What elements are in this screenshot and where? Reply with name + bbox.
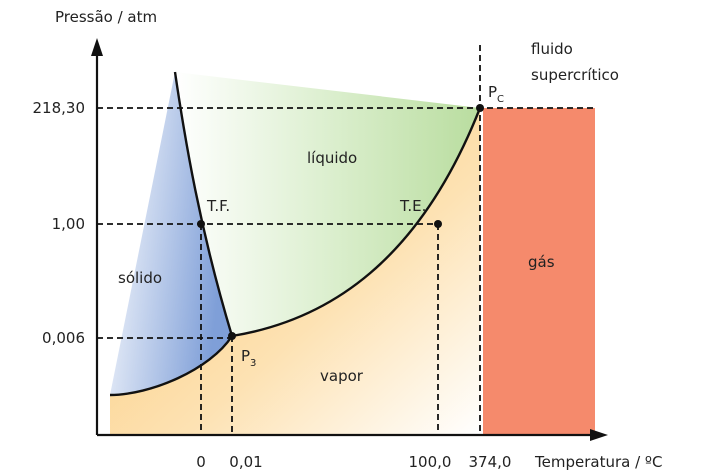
y-tick-label: 218,30	[33, 99, 86, 117]
region-label: sólido	[118, 269, 162, 287]
point	[197, 220, 205, 228]
point-label-main: P	[488, 83, 497, 101]
sublimation-curve	[109, 335, 234, 397]
region-label: vapor	[320, 367, 364, 385]
point	[228, 332, 236, 340]
point-label-sub: 3	[250, 358, 256, 369]
point-label-main: P	[241, 347, 250, 365]
y-tick-label: 1,00	[52, 215, 85, 233]
x-arrow	[590, 429, 608, 441]
x-tick-label: 0	[196, 453, 206, 471]
vaporization-curve	[231, 107, 482, 338]
point-label-sub: C	[497, 94, 504, 105]
guides	[97, 45, 595, 435]
x-axis-label: Temperatura / ºC	[534, 453, 662, 471]
point	[476, 104, 484, 112]
liquid-region	[175, 72, 480, 336]
region-label: líquido	[307, 149, 357, 167]
point-label: T.E.	[399, 197, 426, 215]
point-label: T.F.	[206, 197, 230, 215]
gas-region	[483, 108, 595, 435]
region-label: gás	[528, 253, 555, 271]
vapor-region	[110, 108, 480, 435]
axes	[91, 38, 608, 441]
point-label: P3	[241, 347, 256, 369]
y-axis-label: Pressão / atm	[55, 8, 157, 26]
y-tick-label: 0,006	[42, 329, 85, 347]
point	[434, 220, 442, 228]
supercritical-label: fluido	[531, 40, 573, 58]
x-tick-label: 374,0	[469, 453, 512, 471]
point-label: PC	[488, 83, 504, 105]
supercritical-label: supercrítico	[531, 66, 619, 84]
y-arrow	[91, 38, 103, 56]
x-tick-label: 0,01	[229, 453, 262, 471]
x-tick-label: 100,0	[409, 453, 452, 471]
melting-curve	[173, 71, 234, 337]
